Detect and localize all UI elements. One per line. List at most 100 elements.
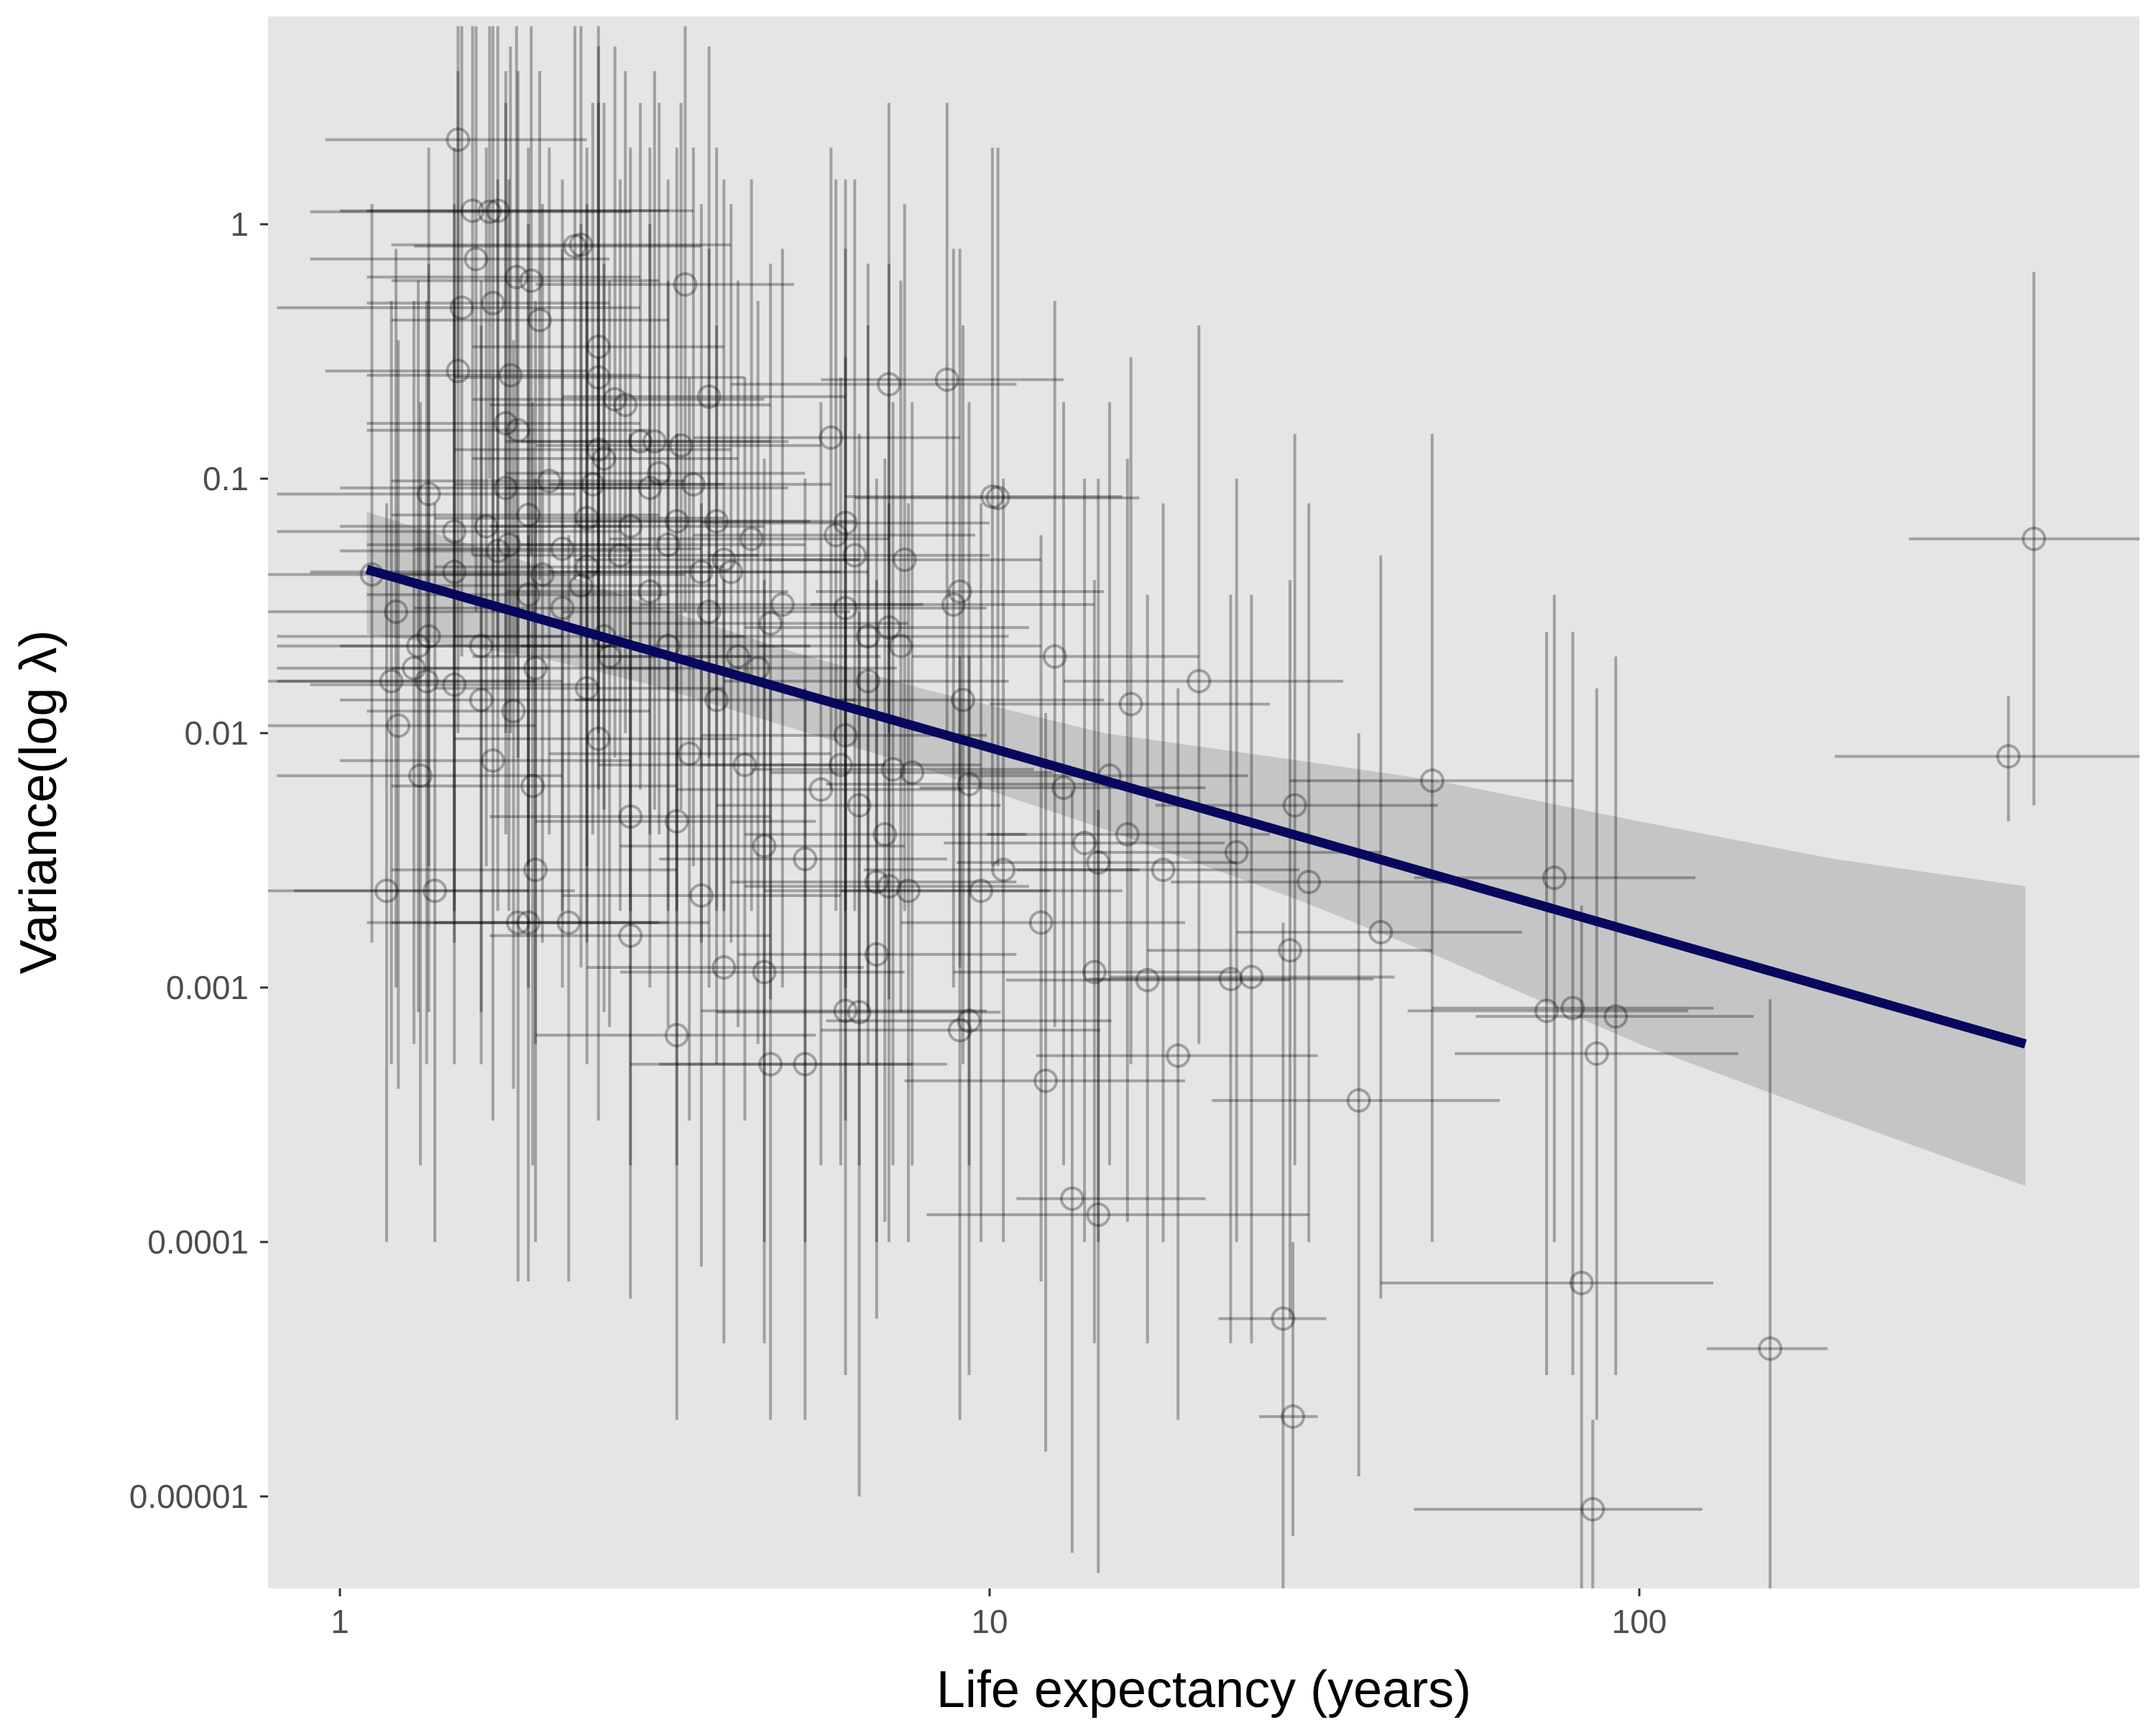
point-marker [1082,960,1107,985]
point-marker [474,514,499,539]
data-point [630,263,909,1000]
point-marker [833,998,858,1024]
data-point [737,579,1017,1319]
point-marker [591,446,617,471]
point-marker [480,748,505,773]
data-point [640,249,923,988]
data-point [1455,688,1738,1420]
fit-line-layer [365,564,2027,1049]
data-point [435,147,724,867]
data-point [900,535,1186,1282]
data-point [340,103,650,834]
point-marker [523,656,548,681]
point-marker [477,199,502,224]
data-point [1290,433,1573,1242]
data-point [391,402,677,1166]
data-point [454,357,738,1121]
data-point [277,280,563,1013]
data-point [598,377,885,1121]
point-marker [758,611,783,636]
point-marker [442,559,467,584]
point-marker [664,809,689,834]
data-point [562,249,850,988]
data-point [367,70,641,733]
point-marker [586,437,611,462]
data-point [391,479,677,1242]
regression-line [365,564,2027,1049]
data-point [535,26,794,612]
point-marker [485,198,510,224]
data-point [659,688,947,1420]
point-marker [563,234,588,259]
point-marker [985,485,1010,510]
point-marker [607,543,632,568]
point-marker [758,1052,783,1077]
data-point [367,535,660,1282]
data-point [745,503,1029,1242]
point-marker [637,475,663,500]
point-marker [469,633,494,658]
data-point [535,656,816,1420]
point-marker [384,599,409,625]
point-marker [1051,775,1077,800]
data-point [391,535,668,1282]
point-marker [1151,857,1176,883]
data-point [472,103,738,810]
data-point [1236,555,1522,1299]
point-marker [449,295,474,321]
data-point [340,147,631,867]
data-point [454,46,745,733]
data-point [310,26,631,479]
point-marker [574,676,599,701]
data-point [1835,696,2139,822]
point-marker [833,510,858,535]
data-point [277,26,641,657]
point-marker [618,923,643,948]
point-marker [677,741,702,766]
data-point [1094,479,1381,1242]
point-marker [405,633,430,658]
point-marker [1166,1043,1191,1068]
data-point [1109,594,1395,1343]
point-marker [1187,668,1212,694]
data-point [1147,579,1432,1319]
data-point [367,70,650,758]
point-marker [516,910,541,935]
data-point [821,103,1064,733]
data-point [535,433,816,1166]
y-tick-label: 0.001 [166,969,249,1006]
data-point [676,402,963,1166]
y-tick-label: 0.00001 [129,1478,249,1515]
data-point [340,26,694,556]
data-point [549,203,841,943]
point-marker [947,1018,972,1043]
point-marker [1368,920,1393,945]
point-marker [414,668,439,694]
point-marker [446,359,471,384]
point-marker [1072,830,1097,855]
point-marker [1534,998,1560,1024]
point-marker [505,418,530,443]
data-point [549,147,831,867]
data-point [1016,789,1206,1553]
point-marker [770,592,795,617]
y-tick-label: 0.0001 [147,1223,249,1261]
data-point [310,300,599,1064]
point-marker [574,505,599,530]
point-marker [556,910,581,935]
point-marker [516,502,541,528]
data-point [701,612,987,1376]
data-point [454,103,732,790]
point-marker [480,290,505,316]
data-point [701,179,990,911]
data-point [586,579,864,1343]
data-point [435,203,724,943]
point-marker [828,753,853,778]
data-point [367,224,668,988]
data-point [1475,656,1754,1376]
data-point [472,179,758,911]
data-point [826,656,1112,1376]
x-axis: 1 10 100 [331,1588,1667,1640]
data-point [277,300,563,1064]
data-point [505,103,806,834]
